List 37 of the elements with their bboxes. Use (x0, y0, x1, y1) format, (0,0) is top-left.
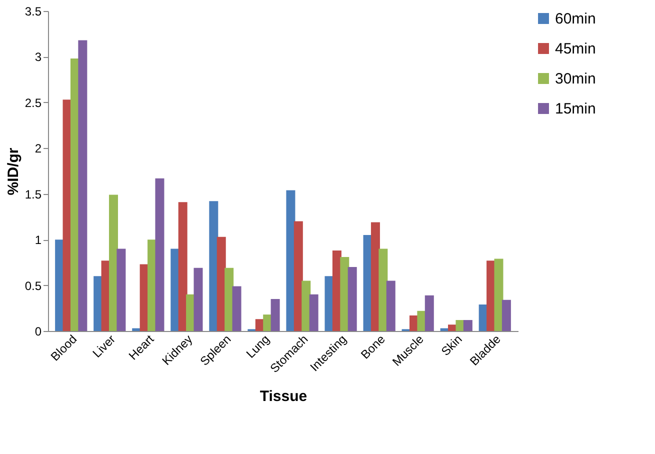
x-axis-title: Tissue (260, 388, 308, 405)
bar (286, 190, 296, 331)
bar (294, 221, 303, 331)
bar (108, 194, 118, 331)
legend-label: 15min (555, 100, 596, 118)
y-tick-label: 1 (34, 233, 42, 248)
legend-label: 60min (555, 10, 596, 28)
y-tick-label: 2.5 (24, 96, 42, 110)
bar (424, 295, 434, 331)
bar (194, 268, 203, 331)
bar (232, 286, 242, 331)
bar (309, 294, 318, 331)
y-tick-label: 0 (34, 324, 42, 338)
bar (302, 280, 311, 331)
bar (340, 256, 350, 331)
x-tick-label: Skin (438, 332, 465, 358)
bar (155, 178, 164, 331)
bar (502, 300, 511, 331)
bar (494, 258, 504, 331)
bar (78, 40, 88, 331)
bar (116, 248, 126, 331)
bar (348, 267, 357, 331)
bar (270, 299, 280, 331)
y-axis-title: %ID/gr (4, 148, 22, 196)
y-tick-label: 3.5 (24, 4, 42, 18)
y-tick-label: 1.5 (24, 187, 42, 202)
bar (224, 268, 234, 331)
bar (463, 320, 472, 331)
legend-label: 30min (555, 70, 596, 88)
y-tick-label: 0.5 (24, 278, 42, 293)
y-tick-label: 2 (34, 142, 42, 156)
bar (178, 202, 188, 331)
bar (386, 280, 396, 331)
legend-label: 45min (555, 40, 596, 58)
y-tick-label: 3 (34, 50, 42, 64)
bar (378, 248, 388, 331)
bar (209, 201, 218, 331)
